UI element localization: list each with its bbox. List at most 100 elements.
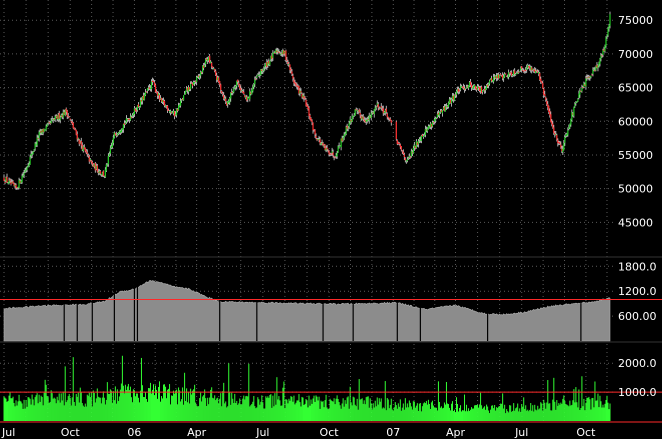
candle-up — [184, 90, 187, 95]
candle-down — [10, 181, 12, 185]
candle-up — [473, 84, 476, 87]
candle-up — [520, 67, 522, 71]
candle-up — [599, 58, 601, 64]
candle-down — [40, 130, 42, 133]
candle-down — [440, 110, 443, 113]
candle-up — [568, 127, 570, 130]
candle-up — [177, 105, 180, 111]
candle-down — [378, 108, 380, 110]
candle-down — [548, 106, 550, 113]
price-tick-label: 50000 — [618, 183, 653, 196]
candle-down — [74, 129, 76, 131]
candle-down — [358, 109, 360, 113]
candle-up — [169, 110, 172, 113]
candle-down — [99, 171, 101, 174]
candle-down — [536, 70, 538, 72]
candle-down — [372, 112, 374, 114]
candle-down — [377, 104, 379, 108]
candle-up — [317, 139, 319, 141]
candle-down — [274, 52, 276, 54]
x-tick-label: 06 — [127, 426, 141, 439]
candle-down — [151, 80, 154, 83]
candle-down — [240, 88, 242, 91]
candle-up — [406, 159, 408, 161]
price-panel — [3, 11, 611, 191]
candle-up — [228, 101, 230, 103]
candle-up — [110, 145, 112, 149]
candle-down — [533, 69, 535, 71]
candle-down — [445, 106, 448, 108]
candle-up — [59, 117, 61, 121]
candle-up — [101, 172, 103, 175]
candle-up — [340, 138, 342, 148]
grid-lines — [0, 0, 662, 423]
candle-down — [341, 138, 343, 142]
candle-up — [168, 111, 171, 113]
candle-up — [124, 122, 127, 125]
candle-up — [456, 89, 459, 91]
candle-up — [252, 86, 254, 92]
candle-up — [232, 91, 234, 93]
candle-up — [31, 153, 33, 155]
candle-up — [159, 98, 162, 100]
candle-up — [299, 90, 301, 94]
candle-down — [346, 126, 348, 129]
candle-up — [426, 128, 428, 132]
candle-down — [403, 154, 405, 157]
candle-up — [180, 99, 183, 101]
candle-down — [558, 142, 560, 144]
candle-down — [430, 124, 433, 127]
candle-up — [82, 146, 84, 151]
candle-down — [114, 132, 116, 135]
x-tick-label: Jul — [1, 426, 15, 439]
candle-up — [194, 82, 196, 84]
candle-up — [39, 131, 41, 134]
candle-up — [139, 100, 142, 107]
candle-down — [94, 163, 96, 171]
candle-down — [158, 94, 161, 100]
candle-down — [308, 108, 310, 116]
candle-up — [598, 62, 600, 66]
candle-down — [160, 97, 163, 102]
candle-up — [60, 114, 62, 117]
candle-up — [408, 156, 410, 158]
candle-down — [461, 86, 464, 88]
candle-up — [429, 123, 432, 128]
candle-up — [20, 180, 22, 184]
candle-down — [313, 129, 315, 130]
candle-down — [290, 69, 292, 71]
candle-down — [414, 146, 416, 149]
candle-down — [53, 119, 55, 121]
candle-up — [344, 133, 346, 136]
candle-up — [442, 107, 445, 110]
candle-down — [509, 73, 511, 74]
candle-up — [526, 67, 528, 70]
candle-up — [495, 75, 497, 79]
candle-down — [67, 116, 69, 118]
candle-up — [44, 129, 46, 131]
candle-down — [244, 95, 246, 98]
candle-up — [435, 117, 438, 119]
candle-up — [507, 76, 509, 78]
candle-down — [285, 50, 287, 60]
candle-down — [130, 117, 133, 118]
candle-down — [170, 112, 173, 113]
candle-down — [223, 94, 225, 99]
candle-down — [65, 108, 67, 112]
candle-up — [263, 68, 265, 71]
candle-down — [96, 165, 98, 172]
candle-down — [425, 129, 427, 131]
candle-up — [62, 111, 64, 118]
candle-down — [76, 133, 78, 140]
candle-down — [63, 112, 65, 115]
candle-up — [532, 68, 534, 71]
candle-down — [546, 100, 548, 105]
candle-up — [25, 169, 27, 171]
candle-down — [87, 155, 89, 156]
candle-up — [175, 109, 178, 116]
candle-up — [118, 131, 120, 133]
candle-up — [125, 118, 128, 123]
candle-up — [318, 139, 320, 140]
candle-up — [513, 71, 515, 76]
